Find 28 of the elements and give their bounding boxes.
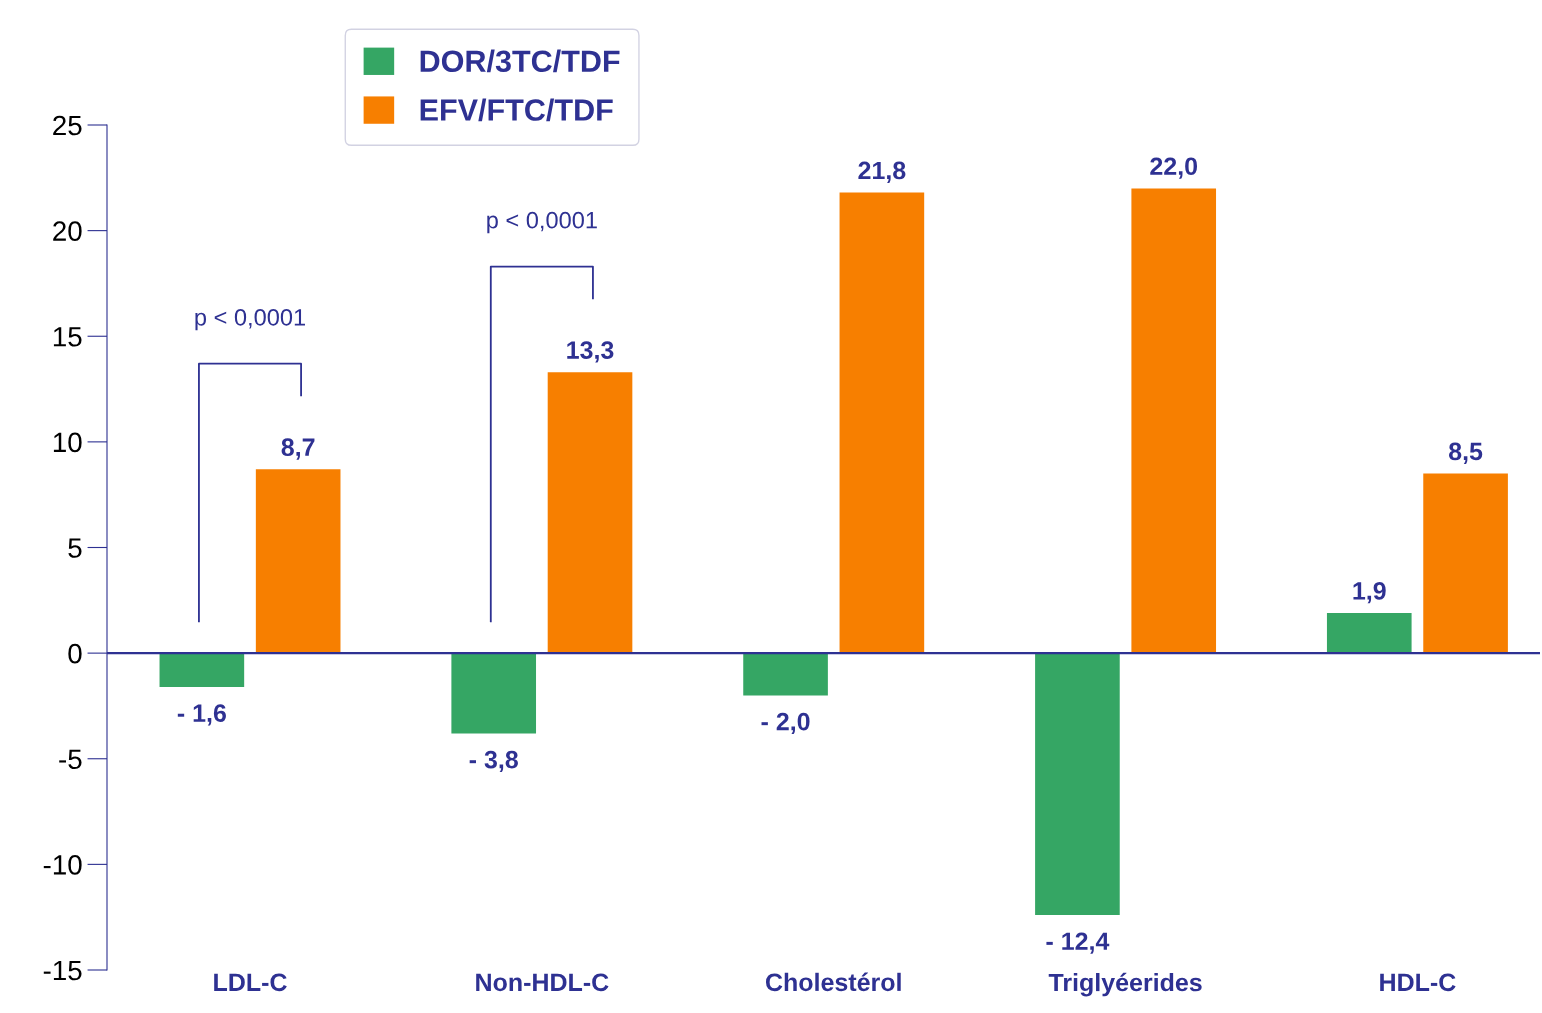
x-tick-label: Non-HDL-C — [476, 973, 609, 992]
annotation: p < 0,0001 — [195, 308, 305, 331]
x-tick-label: HDL-C — [1380, 973, 1456, 992]
y-tick-label: 10 — [53, 432, 82, 453]
annotation: p < 0,0001 — [487, 211, 597, 234]
y-tick-label: -10 — [43, 855, 82, 875]
data-label: - 12,4 — [1046, 932, 1110, 954]
x-tick-label: LDL-C — [214, 973, 287, 992]
legend-label: DOR/3TC/TDF — [420, 49, 620, 73]
data-label: - 3,8 — [469, 750, 518, 773]
x-tick-label: Triglyéerides — [1048, 972, 1202, 997]
data-label: 21,8 — [858, 161, 906, 183]
y-tick-label: 15 — [53, 327, 82, 347]
data-label: 13,3 — [567, 341, 614, 363]
data-label: - 2,0 — [761, 712, 810, 735]
y-tick-label: 0 — [68, 643, 82, 664]
y-tick-label: 20 — [53, 221, 82, 241]
y-tick-label: 5 — [68, 538, 82, 558]
x-tick-label: Cholestérol — [765, 972, 901, 992]
data-label: 8,7 — [281, 438, 315, 460]
legend-label: EFV/FTC/TDF — [420, 98, 613, 122]
y-tick-label: -15 — [43, 960, 82, 981]
data-label: 1,9 — [1353, 582, 1386, 604]
data-label: - 1,6 — [177, 704, 226, 726]
data-label: 8,5 — [1449, 442, 1483, 464]
y-tick-label: 25 — [53, 115, 82, 136]
data-label: 22,0 — [1150, 157, 1198, 179]
y-tick-label: -5 — [59, 749, 82, 770]
